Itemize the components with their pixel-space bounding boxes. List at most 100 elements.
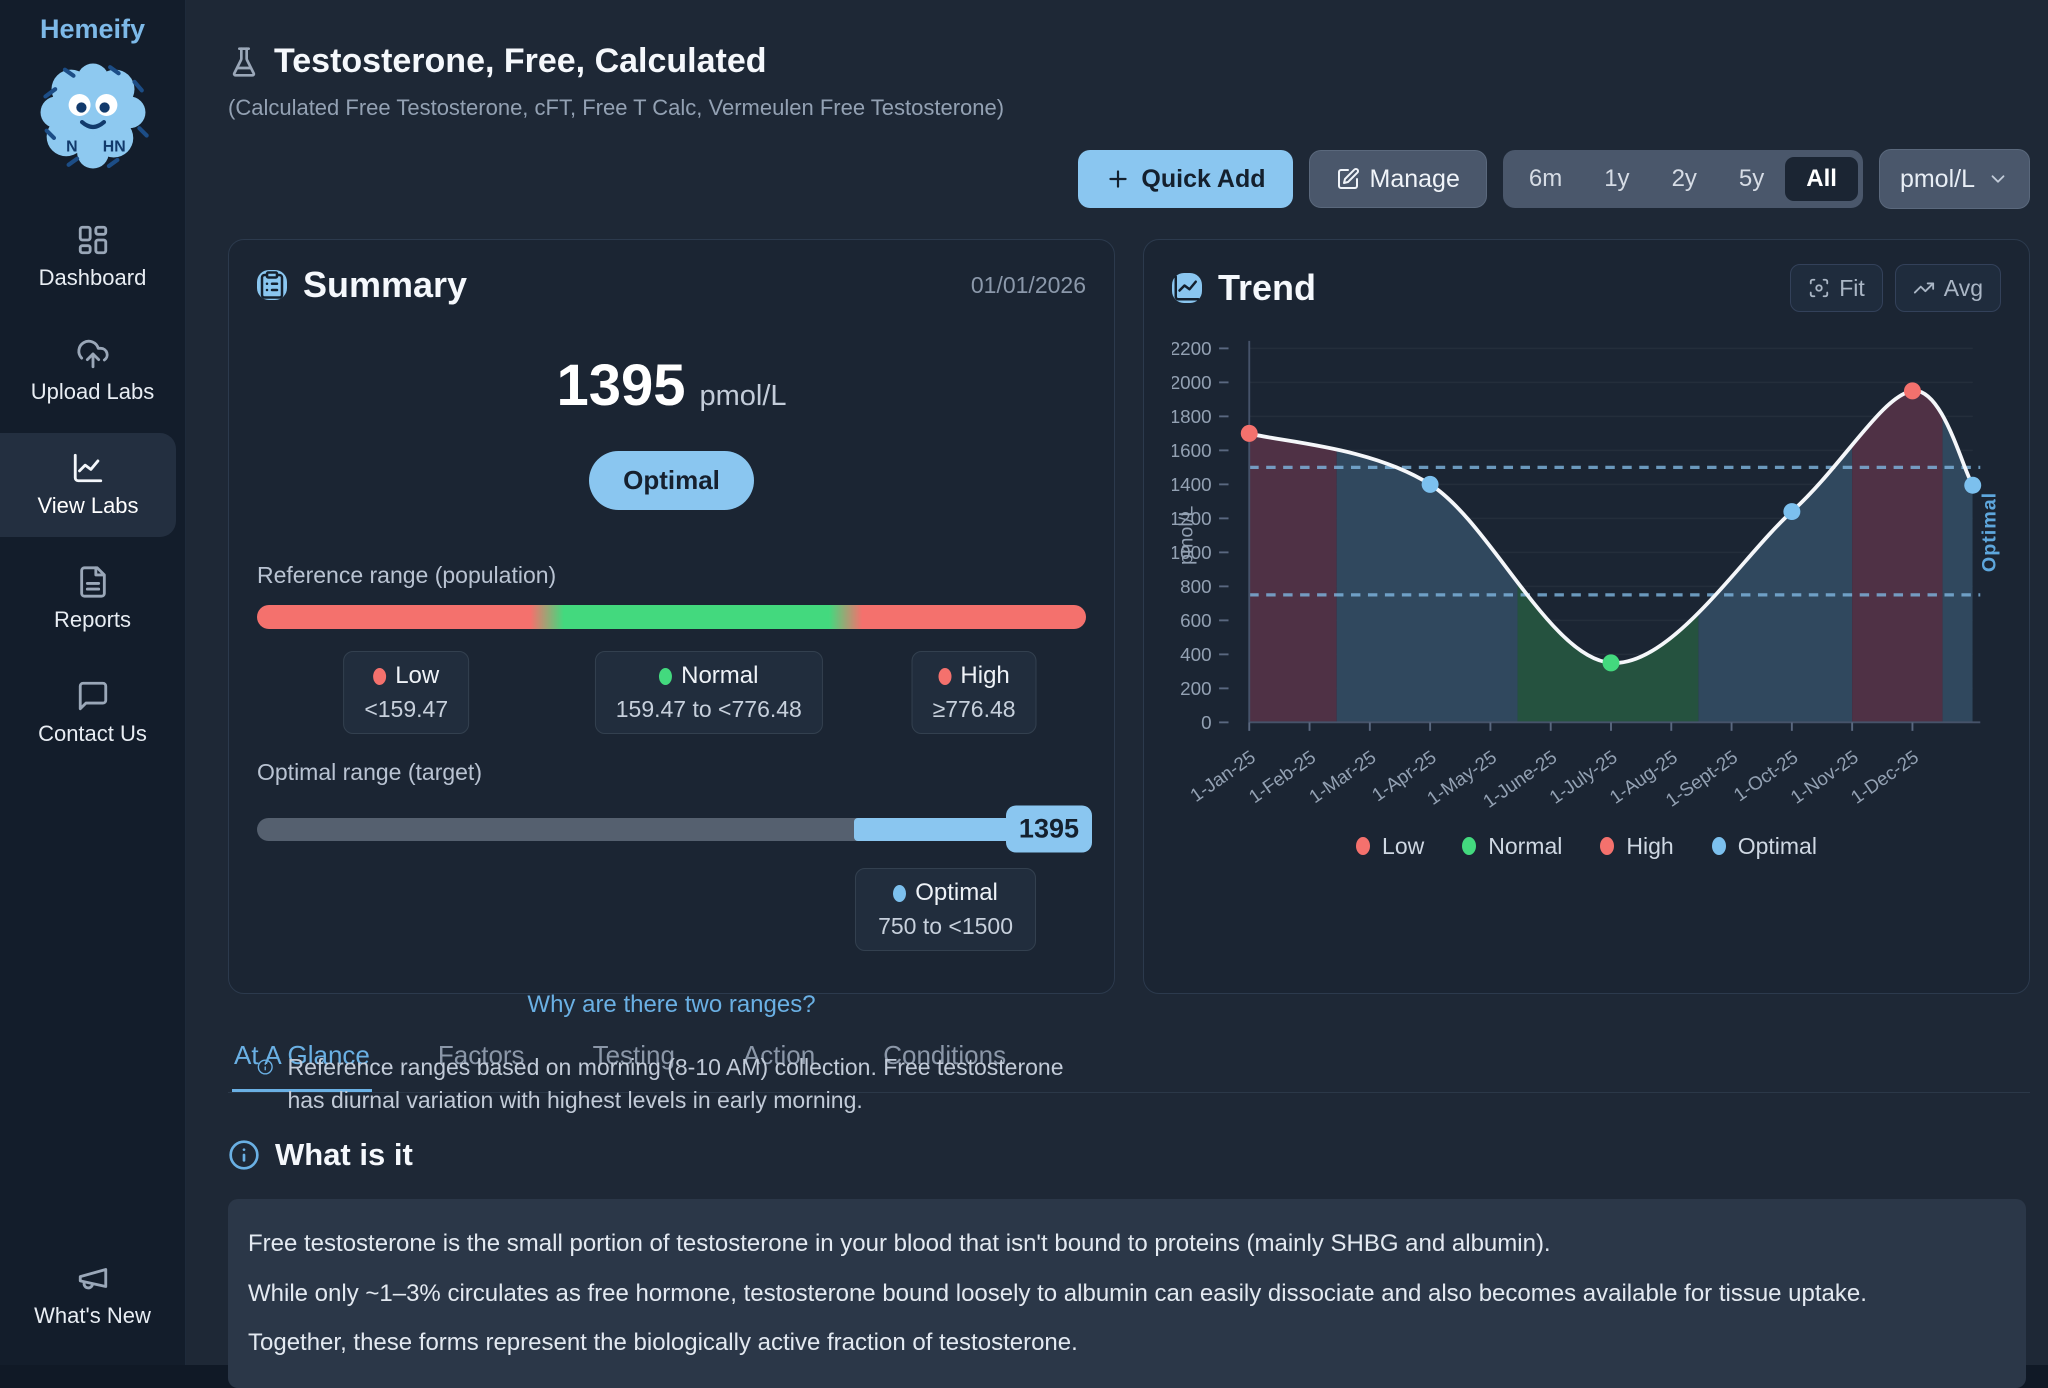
- tab-at-a-glance[interactable]: At A Glance: [232, 1032, 372, 1092]
- legend-item-high: High: [1600, 833, 1674, 860]
- range-button-5y[interactable]: 5y: [1738, 165, 1765, 192]
- tab-conditions[interactable]: Conditions: [883, 1040, 1007, 1070]
- reference-chip-normal: Normal 159.47 to <776.48: [594, 651, 823, 734]
- svg-text:600: 600: [1180, 610, 1211, 631]
- mascot-logo: N HN: [40, 63, 149, 169]
- svg-text:1000: 1000: [1172, 542, 1212, 563]
- svg-text:pmol/L: pmol/L: [1176, 506, 1198, 565]
- sidebar-item-view-labs[interactable]: View Labs: [0, 433, 176, 537]
- svg-text:1200: 1200: [1172, 508, 1212, 529]
- tab-testing[interactable]: Testing: [592, 1040, 675, 1070]
- svg-text:1400: 1400: [1172, 474, 1212, 495]
- page-title: Testosterone, Free, Calculated: [274, 42, 767, 80]
- reference-range-label: Reference range (population): [257, 562, 557, 588]
- chart-line-icon: [71, 451, 105, 485]
- sidebar-item-reports[interactable]: Reports: [0, 547, 185, 651]
- legend-dot: [1600, 837, 1615, 856]
- trend-chart: 0 200 400 600 800 1000 1200 1400 1600 1800 2000 220…: [1172, 338, 2000, 812]
- svg-text:2200: 2200: [1172, 338, 1212, 359]
- sidebar-nav: Dashboard Upload Labs View Labs Reports Cont…: [0, 205, 185, 765]
- optimal-chip: Optimal 750 to <1500: [855, 868, 1036, 951]
- what-is-it-panel: Free testosterone is the small portion o…: [228, 1199, 2026, 1388]
- svg-text:1-July-25: 1-July-25: [1545, 746, 1620, 808]
- sidebar-footer: What's New: [0, 1243, 185, 1347]
- status-badge: Optimal: [589, 451, 754, 510]
- fit-button[interactable]: Fit: [1790, 264, 1883, 312]
- optimal-range-label: Optimal range (target): [257, 759, 482, 785]
- legend-dot: [1356, 837, 1371, 856]
- sidebar-item-contact-us[interactable]: Contact Us: [0, 661, 185, 765]
- sidebar: Hemeify N HN Da: [0, 0, 186, 1365]
- report-file-icon: [76, 565, 110, 599]
- sidebar-item-dashboard[interactable]: Dashboard: [0, 205, 185, 309]
- optimal-range-slider: 1395: [257, 804, 1092, 854]
- trend-card: Trend Fit Avg 0 200 400 600 800 1000 1200 1400 1…: [1143, 239, 2030, 994]
- legend-dot: [1711, 837, 1726, 856]
- svg-text:800: 800: [1180, 576, 1211, 597]
- tab-action[interactable]: Action: [742, 1040, 816, 1070]
- range-button-1y[interactable]: 1y: [1604, 165, 1630, 192]
- svg-text:200: 200: [1180, 678, 1211, 699]
- svg-text:400: 400: [1180, 644, 1211, 665]
- legend-dot: [1462, 837, 1477, 856]
- low-dot: [373, 667, 387, 685]
- range-button-all[interactable]: All: [1785, 157, 1858, 201]
- legend-item-optimal: Optimal: [1711, 833, 1817, 860]
- unit-select[interactable]: pmol/L: [1878, 149, 2030, 209]
- main-content: Testosterone, Free, Calculated (Calculat…: [186, 0, 2048, 1388]
- svg-text:N: N: [66, 138, 77, 155]
- time-range-selector: 6m 1y 2y 5y All: [1502, 150, 1863, 208]
- dashboard-icon: [76, 223, 110, 257]
- svg-text:1-Jan-25: 1-Jan-25: [1186, 746, 1259, 806]
- trend-title: Trend: [1218, 267, 1317, 308]
- chevron-down-icon: [1987, 168, 2009, 190]
- detail-tabs: At A Glance Factors Testing Action Condition…: [228, 1032, 2030, 1093]
- normal-dot: [659, 667, 673, 685]
- two-ranges-link[interactable]: Why are there two ranges?: [527, 991, 816, 1018]
- brand-name: Hemeify: [39, 14, 146, 44]
- reference-chip-low: Low <159.47: [343, 651, 470, 734]
- toolbar: Quick Add Manage 6m 1y 2y 5y All pmol/L: [228, 149, 2030, 209]
- manage-button[interactable]: Manage: [1308, 150, 1487, 208]
- range-button-2y[interactable]: 2y: [1671, 165, 1697, 192]
- summary-card: Summary 01/01/2026 1395 pmol/L Optimal R…: [228, 239, 1115, 1113]
- svg-text:1600: 1600: [1172, 440, 1212, 461]
- tab-factors[interactable]: Factors: [437, 1040, 525, 1070]
- plus-icon: [1105, 166, 1131, 192]
- chart-legend: Low Normal High Optimal: [1172, 833, 2001, 860]
- what-is-it-paragraph: Together, these forms represent the biol…: [248, 1329, 1078, 1357]
- info-icon: [257, 1051, 273, 1079]
- svg-text:HN: HN: [102, 138, 125, 155]
- range-button-6m[interactable]: 6m: [1528, 165, 1563, 192]
- avg-button[interactable]: Avg: [1894, 264, 2001, 312]
- sidebar-item-label: Dashboard: [38, 265, 147, 290]
- sidebar-item-label: Upload Labs: [30, 379, 155, 404]
- reference-chip-high: High ≥776.48: [911, 651, 1037, 734]
- high-dot: [938, 667, 952, 685]
- sidebar-item-label: Reports: [53, 607, 132, 632]
- sidebar-item-what-s-new[interactable]: What's New: [0, 1243, 185, 1347]
- reference-note: Reference ranges based on morning (8-10 …: [287, 1054, 1064, 1114]
- flask-icon: [228, 46, 260, 78]
- upload-cloud-icon: [76, 337, 110, 371]
- result-value: 1395: [556, 353, 686, 418]
- sidebar-item-upload-labs[interactable]: Upload Labs: [0, 319, 185, 423]
- info-circle-icon: [228, 1139, 260, 1171]
- quick-add-button[interactable]: Quick Add: [1078, 150, 1293, 208]
- svg-text:0: 0: [1201, 712, 1211, 733]
- summary-title: Summary: [303, 264, 468, 305]
- megaphone-icon: [76, 1261, 110, 1295]
- trending-up-icon: [1913, 277, 1935, 299]
- what-is-it-heading: What is it: [275, 1137, 413, 1172]
- reference-range-bar: [257, 605, 1086, 629]
- svg-text:1800: 1800: [1172, 406, 1212, 427]
- summary-date: 01/01/2026: [970, 271, 1086, 298]
- mascot-face: [68, 94, 117, 130]
- slider-value-badge: 1395: [1005, 805, 1092, 853]
- result-unit: pmol/L: [699, 380, 787, 412]
- page-subtitle: (Calculated Free Testosterone, cFT, Free…: [228, 95, 1005, 120]
- sidebar-item-label: Contact Us: [38, 721, 147, 746]
- svg-text:1-Feb-25: 1-Feb-25: [1245, 746, 1320, 807]
- what-is-it-paragraph: While only ~1–3% circulates as free horm…: [248, 1279, 1867, 1307]
- edit-icon: [1336, 167, 1360, 191]
